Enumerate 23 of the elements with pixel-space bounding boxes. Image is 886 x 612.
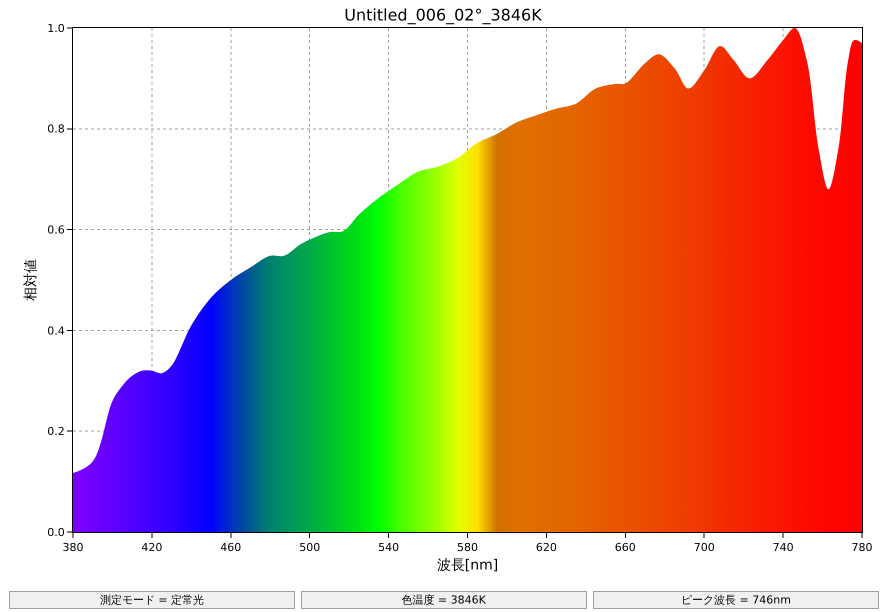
- x-axis-title: 波長[nm]: [436, 558, 498, 574]
- y-axis-title: 相対値: [22, 259, 39, 301]
- x-tick-label: 700: [694, 541, 715, 554]
- y-tick-label: 0.2: [47, 425, 65, 438]
- text: ピーク波長 = 746nm: [681, 594, 791, 606]
- x-tick-label: 620: [536, 541, 557, 554]
- x-tick-label: 740: [772, 541, 794, 554]
- text: 測定モード = 定常光: [100, 594, 204, 606]
- y-tick-label: 0.6: [47, 223, 65, 236]
- x-tick-label: 780: [852, 541, 872, 554]
- x-tick-label: 460: [220, 541, 242, 554]
- text: 色温度 = 3846K: [401, 594, 487, 606]
- x-tick-label: 580: [457, 541, 478, 554]
- chart-title: Untitled_006_02°_3846K: [344, 5, 542, 24]
- y-tick-label: 0.0: [47, 526, 65, 539]
- x-tick-label: 660: [614, 541, 636, 554]
- y-tick-label: 1.0: [47, 22, 65, 35]
- y-tick-label: 0.4: [47, 324, 65, 338]
- x-tick-label: 420: [141, 541, 162, 554]
- x-tick-label: 380: [62, 541, 84, 554]
- y-tick-label: 0.8: [47, 122, 65, 136]
- x-tick-label: 540: [378, 541, 400, 554]
- x-tick-label: 500: [299, 541, 320, 554]
